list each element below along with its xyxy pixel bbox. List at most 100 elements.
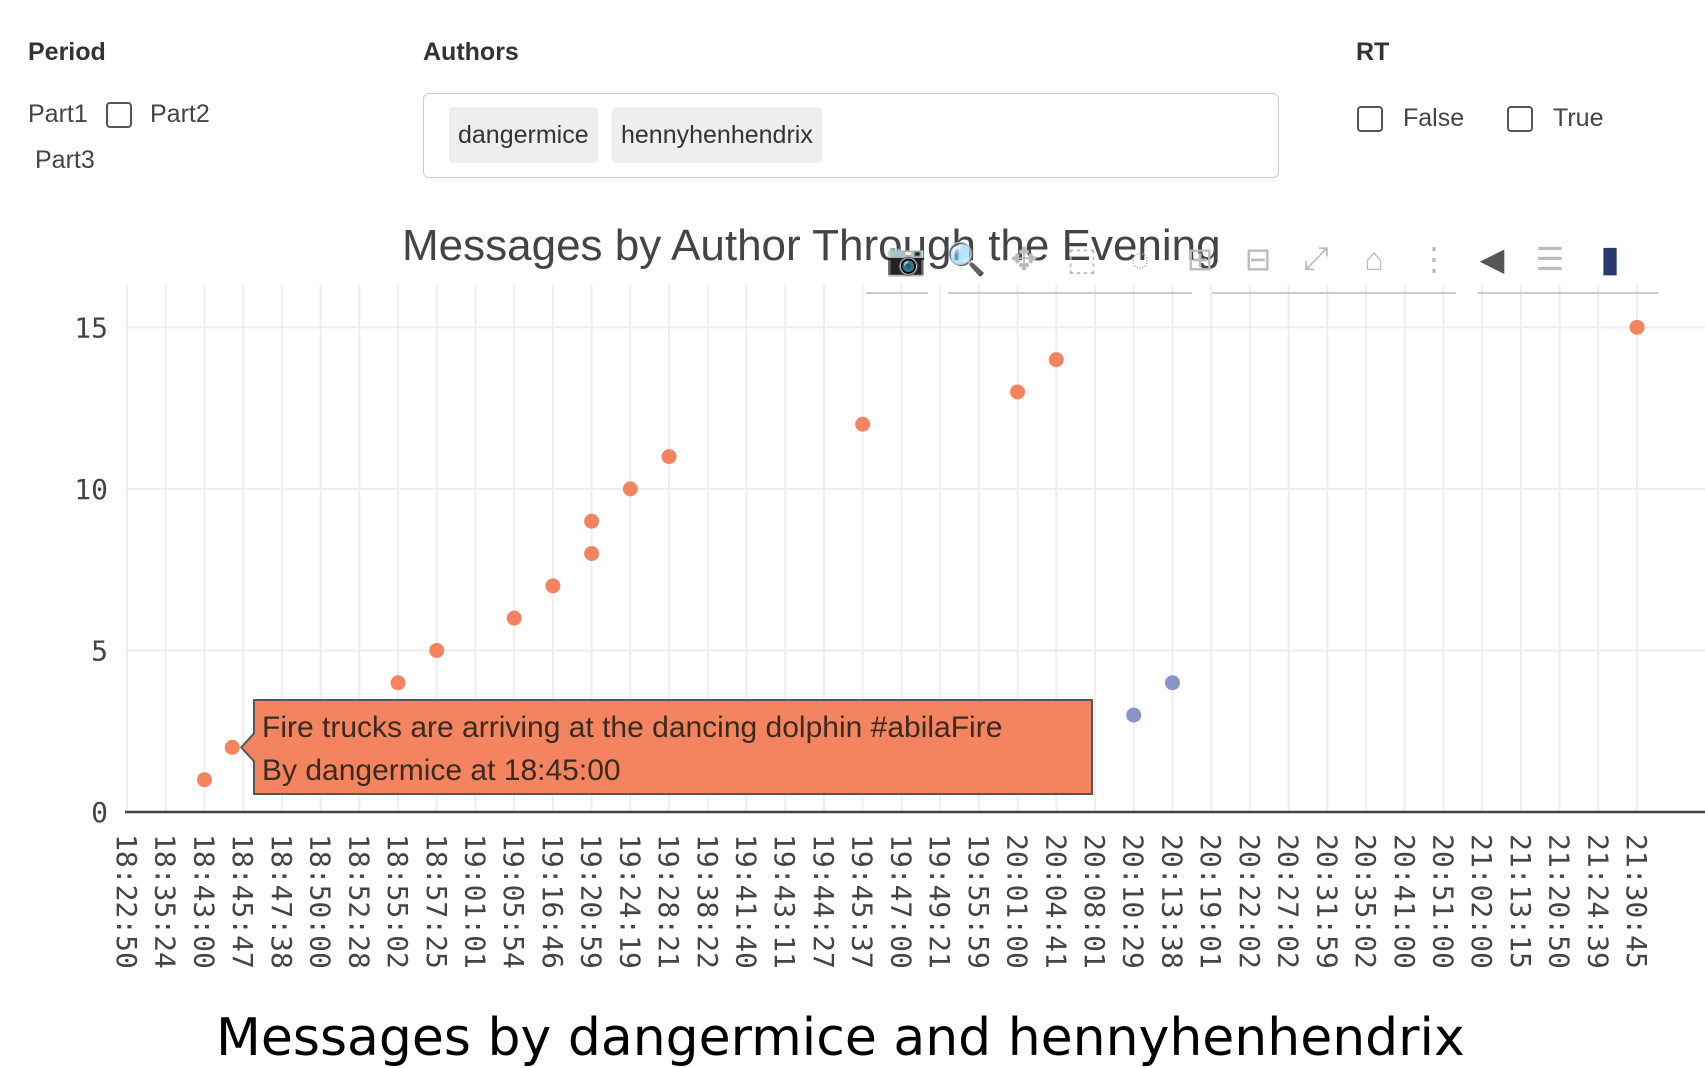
x-tick-label: 18:50:00 — [304, 834, 337, 969]
x-tick-label: 19:47:00 — [884, 834, 917, 969]
x-tick-label: 19:38:22 — [691, 834, 724, 969]
y-tick-label: 10 — [74, 473, 108, 506]
period-filter-title: Period — [28, 38, 106, 66]
period-option-part2[interactable]: Part2 — [106, 100, 210, 129]
data-point[interactable] — [1048, 352, 1064, 368]
rt-option-false[interactable]: False — [1357, 104, 1464, 133]
period-option-part3[interactable]: Part3 — [35, 146, 95, 175]
chart-title: Messages by Author Through the Evening — [402, 221, 1221, 270]
data-point[interactable] — [1010, 384, 1026, 400]
x-tick-label: 20:08:01 — [1078, 834, 1111, 969]
rt-option-true[interactable]: True — [1507, 104, 1603, 133]
x-tick-label: 19:45:37 — [846, 834, 879, 969]
camera-icon[interactable]: 📷 — [886, 241, 926, 277]
x-tick-label: 18:45:47 — [226, 834, 259, 969]
author-chip-dangermice[interactable]: dangermice — [449, 107, 598, 163]
modebar-group-divider — [866, 292, 928, 294]
home-icon[interactable]: ⌂ — [1364, 240, 1384, 277]
x-tick-label: 20:41:00 — [1388, 834, 1421, 969]
x-tick-label: 21:24:39 — [1581, 834, 1614, 969]
x-tick-label: 20:27:02 — [1272, 834, 1305, 969]
pan-icon[interactable]: ✥ — [1010, 241, 1038, 277]
hover-compare-icon[interactable]: ☰ — [1535, 241, 1565, 277]
data-point[interactable] — [1629, 319, 1645, 335]
author-chip-hennyhenhendrix[interactable]: hennyhenhendrix — [612, 107, 822, 163]
data-point[interactable] — [196, 772, 212, 788]
x-tick-label: 18:47:38 — [265, 834, 298, 969]
tooltip-text-line2: By dangermice at 18:45:00 — [262, 754, 621, 787]
data-point[interactable] — [584, 513, 600, 529]
zoom-icon[interactable]: 🔍 — [946, 241, 986, 277]
x-tick-label: 20:22:02 — [1233, 834, 1266, 969]
x-tick-label: 19:49:21 — [923, 834, 956, 969]
x-tick-label: 20:10:29 — [1117, 834, 1150, 969]
period-part2-label: Part2 — [150, 100, 210, 128]
period-option-part1[interactable]: Part1 — [0, 100, 88, 129]
x-tick-label: 19:16:46 — [536, 834, 569, 969]
data-point[interactable] — [545, 578, 561, 594]
x-tick-label: 20:31:59 — [1310, 834, 1343, 969]
autoscale-icon[interactable]: ⤢ — [1303, 240, 1329, 276]
x-tick-label: 19:24:19 — [613, 834, 646, 969]
x-tick-label: 19:41:40 — [730, 834, 763, 969]
zoom-in-icon[interactable]: ⊞ — [1186, 241, 1214, 277]
tooltip-text-line1: Fire trucks are arriving at the dancing … — [262, 711, 1002, 744]
data-point[interactable] — [224, 739, 240, 755]
x-tick-label: 19:20:59 — [575, 834, 608, 969]
x-tick-label: 19:55:59 — [962, 834, 995, 969]
x-tick-label: 21:20:50 — [1543, 834, 1576, 969]
rt-false-checkbox[interactable] — [1357, 105, 1383, 132]
data-point[interactable] — [661, 449, 677, 465]
spike-lines-icon[interactable]: ⋮ — [1418, 241, 1450, 277]
rt-true-label: True — [1553, 104, 1604, 132]
hover-closest-icon[interactable]: ◀ — [1479, 241, 1505, 277]
x-tick-label: 19:28:21 — [652, 834, 685, 969]
x-tick-label: 20:01:00 — [1001, 834, 1034, 969]
x-tick-label: 20:35:02 — [1349, 834, 1382, 969]
rt-false-label: False — [1403, 104, 1465, 132]
modebar-group-divider — [1478, 292, 1658, 294]
y-tick-label: 0 — [91, 796, 108, 829]
period-part3-label: Part3 — [35, 146, 95, 174]
x-tick-label: 21:02:00 — [1465, 834, 1498, 969]
x-tick-label: 20:51:00 — [1426, 834, 1459, 969]
modebar-group-divider — [948, 292, 1192, 294]
data-point[interactable] — [584, 546, 600, 561]
period-part1-label: Part1 — [28, 100, 88, 128]
x-tick-label: 18:22:50 — [110, 834, 143, 969]
y-tick-label: 5 — [91, 634, 108, 667]
lasso-icon[interactable]: ◌ — [1130, 240, 1150, 277]
data-point[interactable] — [622, 481, 638, 497]
x-tick-label: 20:04:41 — [1039, 834, 1072, 969]
x-tick-label: 18:55:02 — [381, 834, 414, 969]
data-point[interactable] — [429, 642, 445, 658]
period-part2-checkbox[interactable] — [106, 101, 132, 128]
authors-filter-title: Authors — [423, 38, 519, 66]
x-tick-label: 21:13:15 — [1504, 834, 1537, 969]
x-tick-label: 18:57:25 — [420, 834, 453, 969]
box-select-icon[interactable]: ⬚ — [1066, 241, 1098, 277]
x-tick-label: 19:43:11 — [768, 834, 801, 969]
x-tick-label: 19:44:27 — [807, 834, 840, 969]
figure-caption: Messages by dangermice and hennyhenhendr… — [216, 1008, 1465, 1068]
x-tick-label: 18:43:00 — [187, 834, 220, 969]
x-tick-label: 18:52:28 — [342, 834, 375, 969]
x-tick-label: 20:19:01 — [1194, 834, 1227, 969]
x-tick-label: 21:30:45 — [1620, 834, 1653, 969]
data-point[interactable] — [1126, 707, 1142, 723]
chart-modebar: 📷 🔍 ✥ ⬚ ◌ ⊞ ⊟ ⤢ ⌂ ⋮ ◀ ☰ ▮ — [870, 237, 1632, 281]
x-tick-label: 19:01:01 — [458, 834, 491, 969]
authors-select[interactable]: dangermice hennyhenhendrix — [423, 93, 1279, 178]
rt-filter-title: RT — [1356, 38, 1390, 66]
x-tick-label: 18:35:24 — [149, 834, 182, 969]
data-point[interactable] — [390, 675, 406, 691]
data-point[interactable] — [1164, 675, 1180, 691]
zoom-out-icon[interactable]: ⊟ — [1244, 241, 1272, 277]
modebar-group-divider — [1212, 292, 1456, 294]
rt-true-checkbox[interactable] — [1507, 105, 1533, 132]
data-point[interactable] — [506, 610, 522, 626]
period-part1-checkbox[interactable] — [0, 102, 18, 128]
data-point[interactable] — [855, 416, 871, 432]
plotly-logo-icon[interactable]: ▮ — [1600, 238, 1620, 279]
